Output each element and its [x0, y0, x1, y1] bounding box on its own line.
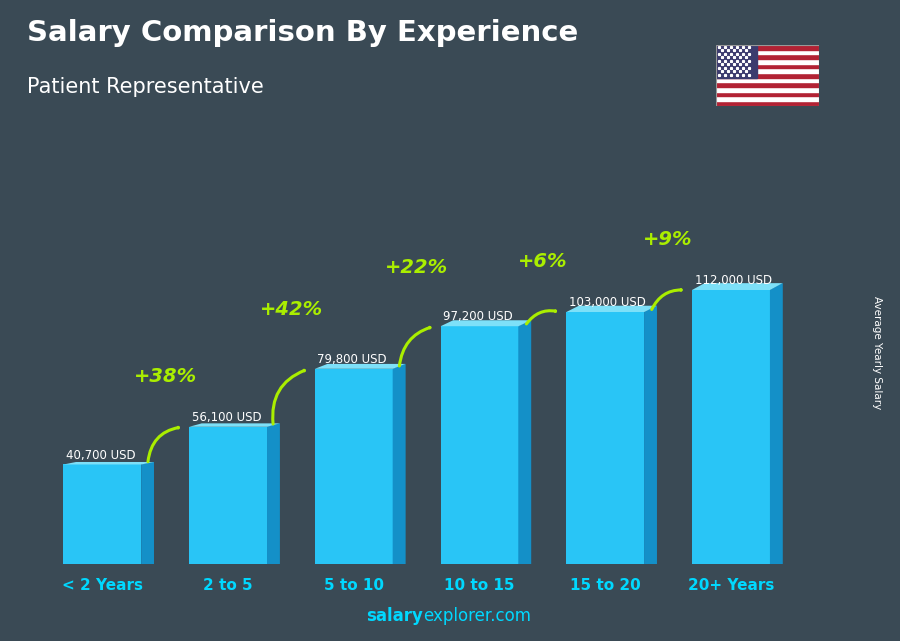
Text: 79,800 USD: 79,800 USD: [318, 353, 387, 366]
Text: +6%: +6%: [518, 252, 567, 271]
Bar: [716, 92, 819, 96]
Bar: [716, 73, 819, 78]
Polygon shape: [141, 462, 154, 564]
Text: +9%: +9%: [644, 230, 693, 249]
Polygon shape: [644, 306, 657, 564]
FancyBboxPatch shape: [315, 369, 392, 564]
Text: 103,000 USD: 103,000 USD: [569, 296, 645, 309]
Text: Salary Comparison By Experience: Salary Comparison By Experience: [27, 19, 578, 47]
Polygon shape: [441, 320, 531, 326]
FancyArrowPatch shape: [400, 328, 430, 366]
Text: 56,100 USD: 56,100 USD: [192, 411, 261, 424]
Bar: [716, 87, 819, 92]
FancyBboxPatch shape: [189, 427, 267, 564]
FancyArrowPatch shape: [273, 370, 304, 424]
Bar: [716, 69, 819, 73]
FancyBboxPatch shape: [64, 465, 141, 564]
FancyBboxPatch shape: [692, 290, 770, 564]
Bar: [716, 96, 819, 101]
Bar: [716, 63, 819, 69]
Text: explorer.com: explorer.com: [423, 607, 531, 625]
Text: Average Yearly Salary: Average Yearly Salary: [872, 296, 883, 409]
Text: 112,000 USD: 112,000 USD: [695, 274, 771, 287]
Text: +22%: +22%: [385, 258, 448, 277]
Polygon shape: [392, 364, 405, 564]
Polygon shape: [770, 283, 782, 564]
Polygon shape: [267, 423, 280, 564]
Polygon shape: [392, 364, 405, 564]
Polygon shape: [518, 320, 531, 564]
Polygon shape: [644, 306, 657, 564]
Text: +38%: +38%: [134, 367, 197, 386]
FancyArrowPatch shape: [148, 428, 178, 462]
Polygon shape: [315, 364, 405, 369]
Polygon shape: [692, 283, 782, 290]
FancyBboxPatch shape: [441, 326, 518, 564]
Polygon shape: [566, 306, 657, 312]
Bar: [716, 54, 819, 59]
Polygon shape: [518, 320, 531, 564]
FancyBboxPatch shape: [566, 312, 644, 564]
Polygon shape: [64, 462, 154, 465]
Polygon shape: [267, 423, 280, 564]
Bar: [716, 45, 757, 78]
Text: 97,200 USD: 97,200 USD: [443, 310, 513, 324]
Bar: [716, 78, 819, 82]
Bar: [716, 49, 819, 54]
Text: Patient Representative: Patient Representative: [27, 77, 264, 97]
FancyArrowPatch shape: [526, 311, 555, 324]
Bar: [716, 101, 819, 106]
Polygon shape: [189, 423, 280, 427]
Polygon shape: [770, 283, 782, 564]
Text: salary: salary: [366, 607, 423, 625]
Bar: [716, 59, 819, 63]
FancyArrowPatch shape: [652, 290, 681, 310]
Text: 40,700 USD: 40,700 USD: [66, 449, 136, 462]
Polygon shape: [141, 462, 154, 564]
Bar: [716, 82, 819, 87]
Bar: [716, 45, 819, 49]
Text: +42%: +42%: [259, 301, 322, 319]
